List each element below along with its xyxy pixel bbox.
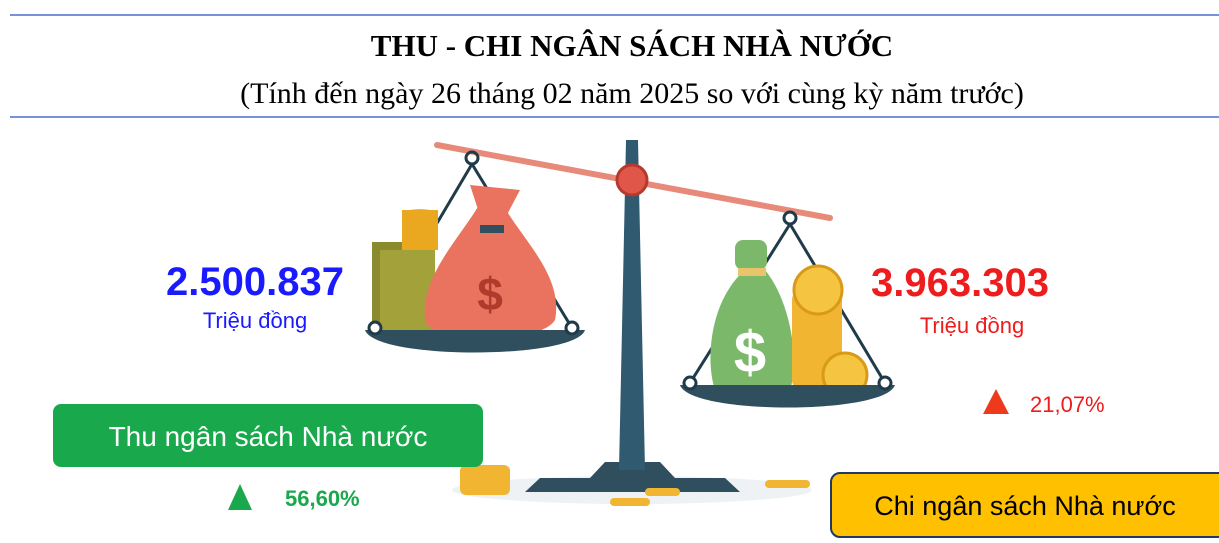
subtitle: (Tính đến ngày 26 tháng 02 năm 2025 so v…	[240, 77, 1024, 110]
expenditure-up-arrow	[983, 389, 1009, 414]
revenue-value: 2.500.837	[166, 260, 344, 304]
revenue-label-box	[53, 404, 483, 467]
title: THU - CHI NGÂN SÁCH NHÀ NƯỚC	[371, 28, 893, 63]
revenue-unit: Triệu đồng	[203, 308, 307, 333]
expenditure-label: Chi ngân sách Nhà nước	[874, 491, 1175, 521]
expenditure-unit: Triệu đồng	[920, 313, 1024, 338]
revenue-up-arrow	[228, 484, 252, 510]
expenditure-value: 3.963.303	[871, 261, 1049, 305]
revenue-label: Thu ngân sách Nhà nước	[109, 421, 428, 452]
expenditure-label-box	[830, 472, 1219, 538]
svg-text:$: $	[734, 320, 766, 385]
svg-text:$: $	[477, 268, 503, 320]
revenue-change: 56,60%	[285, 486, 360, 511]
expenditure-change: 21,07%	[1030, 392, 1105, 417]
scale: $ $	[365, 140, 895, 506]
